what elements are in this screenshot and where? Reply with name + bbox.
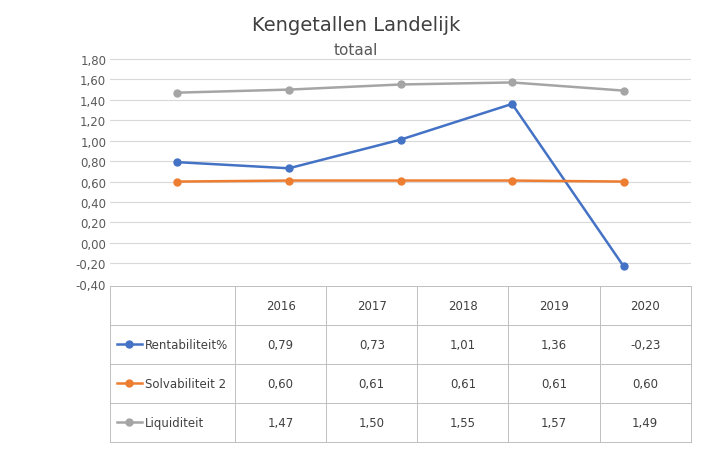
Text: 0,79: 0,79 <box>268 338 294 351</box>
Text: 0,61: 0,61 <box>541 377 567 390</box>
Text: totaal: totaal <box>334 43 378 58</box>
Text: 0,73: 0,73 <box>359 338 384 351</box>
Text: 1,55: 1,55 <box>450 416 476 429</box>
Text: 0,60: 0,60 <box>632 377 658 390</box>
Text: -0,23: -0,23 <box>630 338 660 351</box>
Text: 0,61: 0,61 <box>450 377 476 390</box>
Text: 1,01: 1,01 <box>450 338 476 351</box>
Text: Rentabiliteit%: Rentabiliteit% <box>145 338 229 351</box>
Text: Solvabiliteit 2: Solvabiliteit 2 <box>145 377 226 390</box>
Text: 1,47: 1,47 <box>268 416 294 429</box>
Text: Liquiditeit: Liquiditeit <box>145 416 204 429</box>
Text: Kengetallen Landelijk: Kengetallen Landelijk <box>252 16 460 35</box>
Text: 2018: 2018 <box>448 299 478 313</box>
Text: 1,50: 1,50 <box>359 416 384 429</box>
Text: 1,57: 1,57 <box>541 416 567 429</box>
Text: 2019: 2019 <box>539 299 569 313</box>
Text: 0,61: 0,61 <box>359 377 385 390</box>
Text: 1,36: 1,36 <box>541 338 567 351</box>
Text: 2017: 2017 <box>357 299 387 313</box>
Text: 0,60: 0,60 <box>268 377 293 390</box>
Text: 1,49: 1,49 <box>632 416 658 429</box>
Text: 2016: 2016 <box>266 299 295 313</box>
Text: 2020: 2020 <box>630 299 660 313</box>
